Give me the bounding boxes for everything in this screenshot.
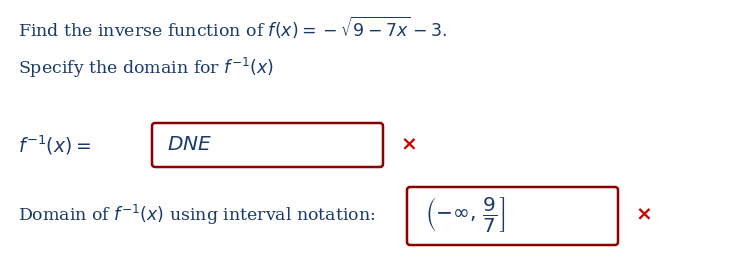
Text: Find the inverse function of $f(x) = -\sqrt{9-7x} - 3.$: Find the inverse function of $f(x) = -\s… (18, 15, 447, 41)
FancyBboxPatch shape (407, 187, 618, 245)
Text: $f^{-1}(x) =$: $f^{-1}(x) =$ (18, 133, 91, 157)
Text: $\left(-\infty,\,\dfrac{9}{7}\right]$: $\left(-\infty,\,\dfrac{9}{7}\right]$ (425, 196, 505, 235)
Text: $\mathbf{\times}$: $\mathbf{\times}$ (400, 136, 416, 155)
Text: Domain of $f^{-1}(x)$ using interval notation:: Domain of $f^{-1}(x)$ using interval not… (18, 203, 376, 227)
FancyBboxPatch shape (152, 123, 383, 167)
Text: Specify the domain for $f^{-1}(x)$: Specify the domain for $f^{-1}(x)$ (18, 56, 274, 80)
Text: $\mathbf{\times}$: $\mathbf{\times}$ (635, 205, 651, 224)
Text: $DNE$: $DNE$ (167, 136, 212, 155)
